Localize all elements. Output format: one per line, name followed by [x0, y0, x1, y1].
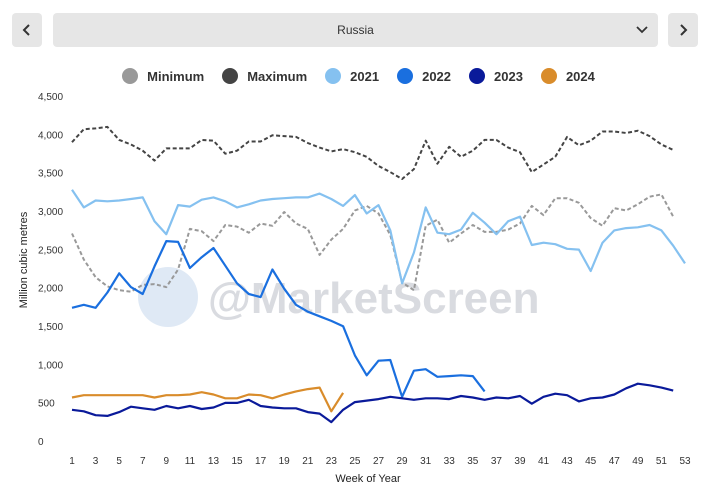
x-tick-label: 53: [679, 456, 691, 467]
x-tick-label: 51: [656, 456, 668, 467]
y-tick-label: 4,000: [38, 130, 63, 141]
chevron-left-icon: [22, 24, 30, 36]
legend-label: 2023: [494, 68, 523, 84]
legend-item-2024[interactable]: 2024: [540, 68, 595, 84]
y-tick-label: 0: [38, 437, 44, 448]
series-line-maximum[interactable]: [71, 125, 674, 180]
x-tick-label: 7: [140, 456, 146, 467]
x-tick-label: 19: [279, 456, 291, 467]
legend-label: 2021: [350, 68, 380, 84]
series-line-2024[interactable]: [71, 386, 345, 413]
x-tick-label: 39: [514, 456, 526, 467]
legend-label: 2024: [565, 68, 595, 84]
x-tick-label: 27: [373, 456, 385, 467]
legend-swatch: [325, 68, 342, 84]
x-tick-label: 35: [467, 456, 479, 467]
legend-item-minimum[interactable]: Minimum: [122, 68, 204, 84]
y-tick-label: 500: [38, 399, 55, 410]
y-tick-label: 3,500: [38, 169, 63, 180]
x-tick-label: 15: [231, 456, 243, 467]
x-tick-label: 33: [444, 456, 456, 467]
series-line-2021[interactable]: [71, 189, 686, 285]
y-tick-label: 2,500: [38, 245, 63, 256]
x-axis-title: Week of Year: [335, 473, 401, 485]
x-tick-label: 23: [326, 456, 338, 467]
region-select[interactable]: Russia: [53, 13, 658, 47]
x-tick-label: 9: [164, 456, 170, 467]
watermark-text: @MarketScreen: [208, 274, 540, 323]
legend-swatch: [469, 68, 486, 84]
legend-swatch: [122, 68, 139, 84]
legend-item-maximum[interactable]: Maximum: [222, 68, 307, 84]
x-tick-label: 13: [208, 456, 220, 467]
legend-label: 2022: [422, 68, 452, 84]
x-tick-label: 17: [255, 456, 267, 467]
watermark-logo-icon: [138, 267, 198, 327]
x-tick-label: 37: [491, 456, 503, 467]
legend-label: Minimum: [147, 68, 205, 84]
y-tick-label: 3,000: [38, 207, 63, 218]
x-tick-label: 11: [185, 456, 196, 467]
x-tick-label: 41: [538, 456, 550, 467]
legend-swatch: [222, 68, 239, 84]
region-select-value: Russia: [337, 23, 374, 37]
x-tick-label: 1: [69, 456, 75, 467]
x-tick-label: 45: [585, 456, 597, 467]
x-tick-label: 25: [349, 456, 361, 467]
x-tick-label: 43: [562, 456, 574, 467]
y-tick-label: 1,000: [38, 360, 63, 371]
x-tick-label: 29: [397, 456, 409, 467]
y-tick-label: 1,500: [38, 322, 63, 333]
legend-label: Maximum: [247, 68, 308, 84]
legend-item-2021[interactable]: 2021: [325, 68, 379, 84]
y-tick-label: 2,000: [38, 284, 63, 295]
x-tick-label: 49: [632, 456, 644, 467]
legend-item-2023[interactable]: 2023: [469, 68, 523, 84]
legend-swatch: [397, 68, 414, 84]
x-tick-label: 47: [609, 456, 621, 467]
x-tick-label: 5: [116, 456, 122, 467]
y-tick-label: 4,500: [38, 92, 63, 103]
chevron-down-icon: [636, 26, 648, 34]
x-tick-label: 21: [302, 456, 314, 467]
legend-item-2022[interactable]: 2022: [397, 68, 451, 84]
chevron-right-icon: [680, 24, 688, 36]
legend-swatch: [540, 68, 557, 84]
prev-region-button[interactable]: [12, 13, 42, 47]
chart-legend: Minimum Maximum 2021 2022 2023 2024: [0, 68, 717, 84]
series-line-2022[interactable]: [71, 240, 486, 398]
x-tick-label: 31: [420, 456, 432, 467]
series-line-2023[interactable]: [71, 382, 674, 424]
x-tick-label: 3: [93, 456, 99, 467]
watermark: @MarketScreen: [138, 267, 540, 327]
y-axis-title: Million cubic metres: [18, 211, 30, 308]
next-region-button[interactable]: [668, 13, 698, 47]
